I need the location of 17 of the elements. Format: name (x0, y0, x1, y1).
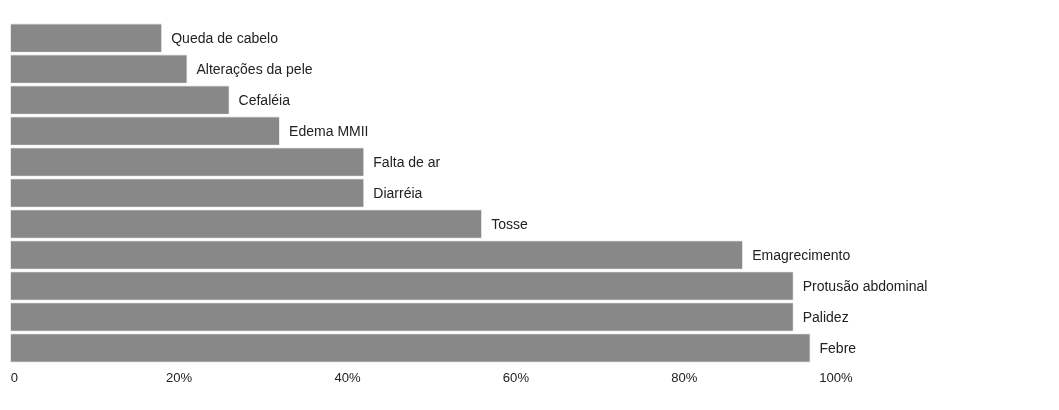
y-tick-label: Cefaléia (238, 91, 291, 108)
y-tick-label: Tosse (491, 215, 528, 232)
x-tick-label: 0 (10, 370, 19, 386)
x-tick-label: 100% (819, 370, 854, 386)
y-tick-label: Febre (819, 339, 857, 356)
x-tick-label: 40% (334, 370, 361, 386)
x-tick-label: 20% (166, 370, 193, 386)
y-tick-label: Protusão abdominal (802, 277, 928, 294)
x-tick-label: 80% (671, 370, 698, 386)
y-tick-label: Diarréia (373, 184, 423, 201)
x-tick-label: 60% (502, 370, 530, 386)
y-tick-label: Palidez (802, 308, 849, 325)
y-tick-label: Falta de ar (373, 153, 441, 170)
y-tick-label: Emagrecimento (752, 246, 851, 263)
y-tick-label: Edema MMII (289, 122, 369, 139)
y-tick-label: Alterações da pele (196, 60, 313, 77)
y-tick-label: Queda de cabelo (171, 29, 279, 46)
